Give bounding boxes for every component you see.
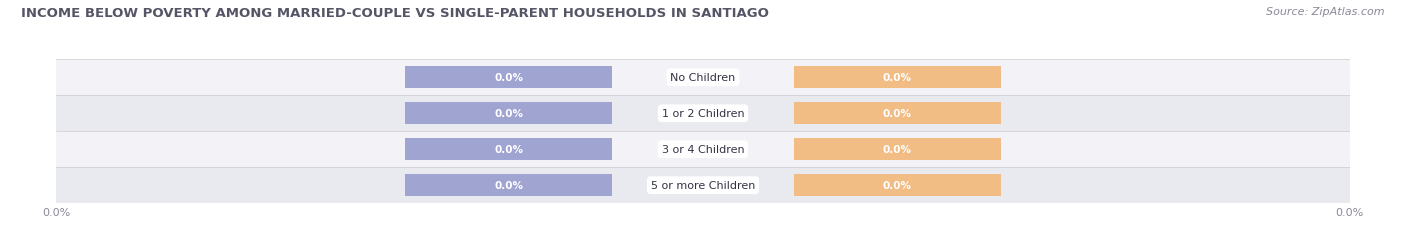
Bar	[793, 103, 1001, 125]
Bar	[56, 60, 1350, 96]
Bar	[56, 96, 1350, 132]
Text: 1 or 2 Children: 1 or 2 Children	[662, 109, 744, 119]
Text: 3 or 4 Children: 3 or 4 Children	[662, 145, 744, 155]
Text: 0.0%: 0.0%	[495, 109, 523, 119]
Text: INCOME BELOW POVERTY AMONG MARRIED-COUPLE VS SINGLE-PARENT HOUSEHOLDS IN SANTIAG: INCOME BELOW POVERTY AMONG MARRIED-COUPL…	[21, 7, 769, 20]
Text: 0.0%: 0.0%	[883, 145, 911, 155]
Text: 0.0%: 0.0%	[883, 73, 911, 83]
Text: 5 or more Children: 5 or more Children	[651, 180, 755, 190]
Bar	[405, 138, 613, 161]
Bar	[56, 167, 1350, 203]
Text: No Children: No Children	[671, 73, 735, 83]
Text: 0.0%: 0.0%	[883, 180, 911, 190]
Bar	[793, 67, 1001, 89]
Text: Source: ZipAtlas.com: Source: ZipAtlas.com	[1267, 7, 1385, 17]
Bar	[793, 174, 1001, 197]
Bar	[405, 174, 613, 197]
Text: 0.0%: 0.0%	[495, 73, 523, 83]
Text: 0.0%: 0.0%	[495, 145, 523, 155]
Bar	[405, 103, 613, 125]
Text: 0.0%: 0.0%	[495, 180, 523, 190]
Bar	[793, 138, 1001, 161]
Text: 0.0%: 0.0%	[883, 109, 911, 119]
Bar	[56, 132, 1350, 167]
Bar	[405, 67, 613, 89]
